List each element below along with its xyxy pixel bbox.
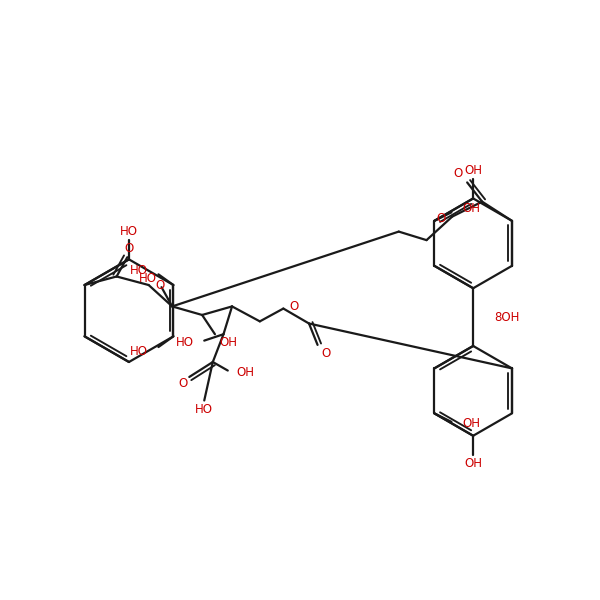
Text: OH: OH — [464, 457, 482, 470]
Text: OH: OH — [462, 202, 480, 215]
Text: HO: HO — [176, 336, 194, 349]
Text: O: O — [178, 377, 188, 390]
Text: OH: OH — [462, 418, 480, 430]
Text: OH: OH — [236, 366, 254, 379]
Text: O: O — [125, 242, 134, 255]
Text: 8OH: 8OH — [494, 311, 520, 323]
Text: OH: OH — [219, 336, 237, 349]
Text: O: O — [437, 212, 446, 225]
Text: HO: HO — [120, 225, 138, 238]
Text: HO: HO — [130, 345, 148, 358]
Text: HO: HO — [130, 263, 148, 277]
Text: O: O — [155, 278, 164, 292]
Text: O: O — [454, 167, 463, 181]
Text: HO: HO — [195, 403, 213, 416]
Text: OH: OH — [464, 164, 482, 177]
Text: O: O — [290, 300, 299, 313]
Text: HO: HO — [139, 272, 157, 285]
Text: O: O — [322, 347, 331, 360]
